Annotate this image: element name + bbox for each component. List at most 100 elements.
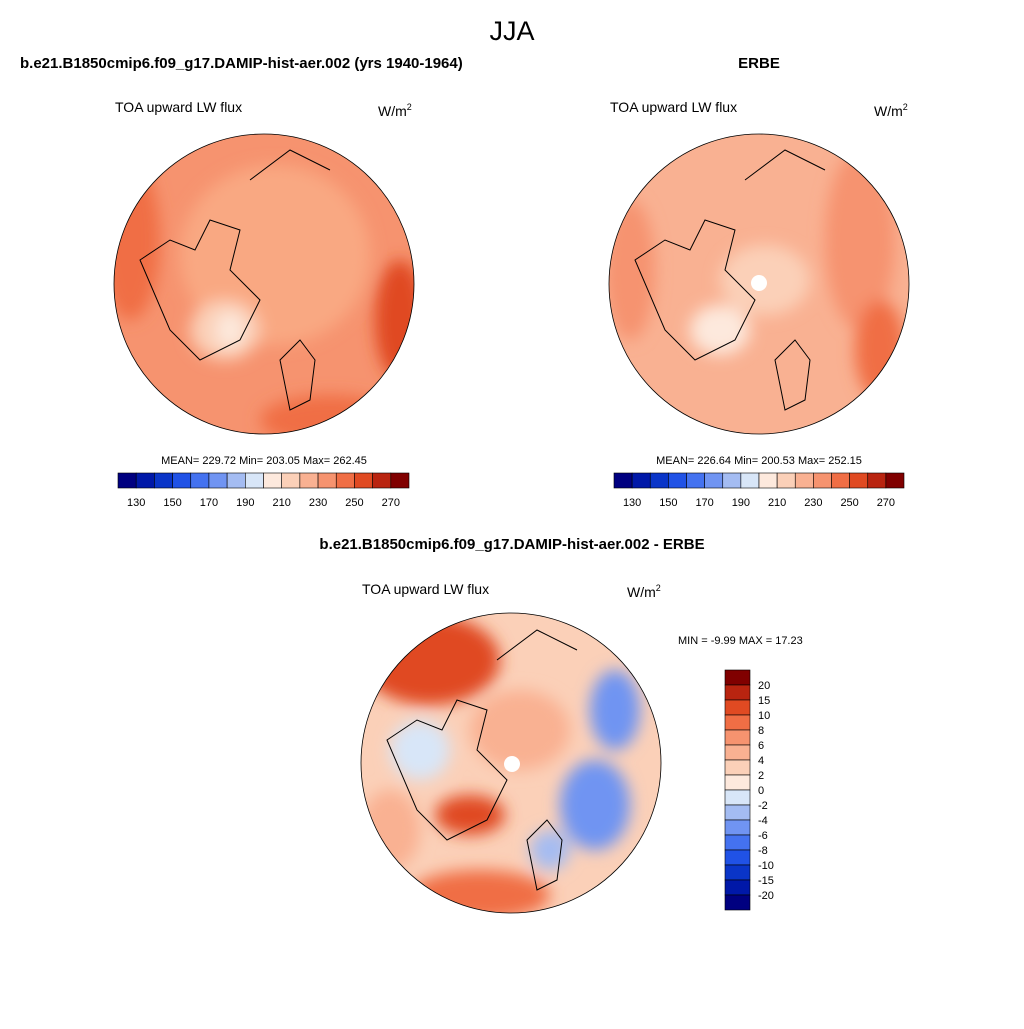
colorbar-box [724,834,751,851]
colorbar-box [317,472,337,489]
colorbar-box [724,894,751,911]
panel-title: ERBE [738,55,780,72]
colorbar-label: 250 [840,497,858,509]
colorbar-box [794,472,814,489]
colorbar-box [135,472,155,489]
colorbar-box [117,472,137,489]
colorbar-box [372,472,392,489]
colorbar-label: 130 [127,497,145,509]
panel-title: b.e21.B1850cmip6.f09_g17.DAMIP-hist-aer.… [20,55,463,72]
colorbar-label: -6 [758,830,768,842]
map [361,613,661,913]
map [609,134,909,434]
colorbar: 130 150 170 190 210 230 250 270 [613,472,905,509]
colorbar-box [226,472,246,489]
colorbar-box [724,804,751,821]
colorbar-label: 10 [758,710,770,722]
colorbar-box [724,879,751,896]
colorbar-label: 210 [273,497,291,509]
colorbar-box [354,472,373,489]
colorbar-box [758,472,778,489]
colorbar-label: -8 [758,845,768,857]
colorbar-label: 6 [758,740,764,752]
colorbar-label: 250 [345,497,363,509]
colorbar-box [831,472,850,489]
colorbar-box [849,472,869,489]
colorbar-box [154,472,173,489]
colorbar-box [724,744,751,761]
map-border [608,133,910,435]
colorbar-box [724,789,751,806]
colorbar-box [190,472,210,489]
colorbar-box [724,849,751,866]
colorbar-label: -2 [758,800,768,812]
colorbar-box [613,472,633,489]
colorbar-box [208,472,228,489]
colorbar-box [724,684,751,701]
colorbar-label: 0 [758,785,764,797]
colorbar-label: 15 [758,695,770,707]
colorbar-label: -4 [758,815,768,827]
stats: MEAN= 229.72 Min= 203.05 Max= 262.45 [161,455,367,467]
colorbar-label: 150 [163,497,181,509]
colorbar-box [299,472,319,489]
colorbar-label: 190 [236,497,254,509]
map-border [360,612,662,914]
unit-label: W/m2 [627,583,661,600]
colorbar-label: 270 [877,497,895,509]
colorbar-box [704,472,724,489]
colorbar-label: 150 [659,497,677,509]
colorbar-label: 170 [200,497,218,509]
variable-label: TOA upward LW flux [610,99,737,115]
colorbar-box [724,729,751,746]
colorbar-box [740,472,760,489]
colorbar-box [724,774,751,791]
colorbar-label: 230 [804,497,822,509]
panel-title: b.e21.B1850cmip6.f09_g17.DAMIP-hist-aer.… [319,536,704,553]
colorbar-label: 270 [382,497,400,509]
colorbar-box [724,759,751,776]
colorbar-label: 210 [768,497,786,509]
colorbar-label: 20 [758,680,770,692]
colorbar-box [245,472,264,489]
colorbar-box [263,472,282,489]
colorbar-box [649,472,669,489]
stats: MIN = -9.99 MAX = 17.23 [678,635,803,647]
colorbar-label: 130 [623,497,641,509]
colorbar-box [724,669,751,686]
stats: MEAN= 226.64 Min= 200.53 Max= 252.15 [656,455,862,467]
colorbar-box [724,699,751,716]
colorbar-label: 190 [732,497,750,509]
unit-label: W/m2 [378,102,412,119]
colorbar-box [281,472,301,489]
colorbar-box [724,819,751,836]
unit-label: W/m2 [874,102,908,119]
colorbar-box [631,472,651,489]
colorbar: 130 150 170 190 210 230 250 270 [117,472,410,509]
map [114,134,414,434]
colorbar-label: -20 [758,890,774,902]
colorbar-label: 170 [695,497,713,509]
colorbar-box [668,472,687,489]
colorbar-box [172,472,192,489]
colorbar-box [722,472,742,489]
colorbar-label: -15 [758,875,774,887]
colorbar-label: 4 [758,755,764,767]
colorbar-label: 230 [309,497,327,509]
colorbar-box [390,472,410,489]
colorbar-label: -10 [758,860,774,872]
colorbar-box [686,472,705,489]
colorbar-label: 2 [758,770,764,782]
colorbar-box [867,472,887,489]
colorbar-box [724,714,751,731]
colorbar-box [776,472,796,489]
colorbar-box [724,864,751,881]
colorbar-box [885,472,905,489]
variable-label: TOA upward LW flux [362,581,489,597]
colorbar-label: 8 [758,725,764,737]
colorbar-box [335,472,355,489]
figure-title: JJA [489,16,534,46]
map-border [113,133,415,435]
